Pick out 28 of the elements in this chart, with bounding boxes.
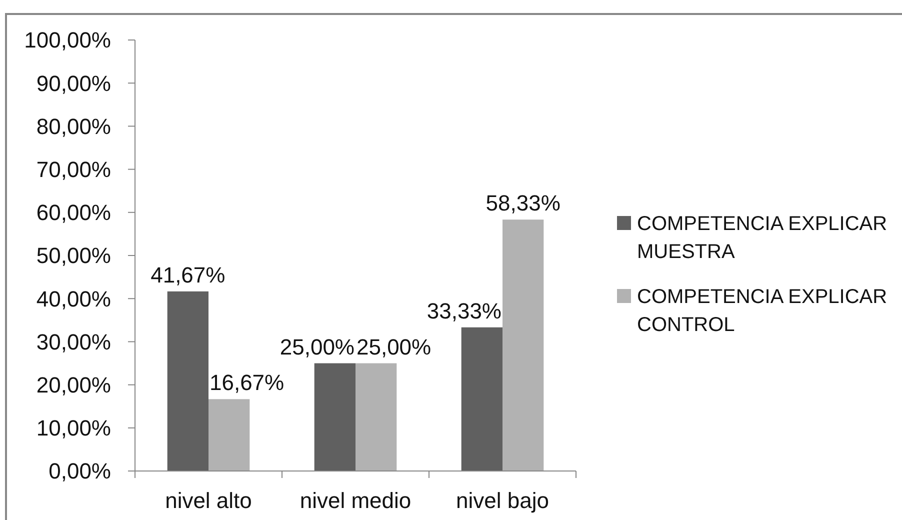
- legend-label: COMPETENCIA EXPLICAR CONTROL: [637, 286, 888, 336]
- y-tick-label: 70,00%: [36, 157, 111, 182]
- y-tick-label: 100,00%: [24, 28, 111, 53]
- y-tick-label: 30,00%: [36, 329, 111, 354]
- data-label: 16,67%: [209, 370, 284, 396]
- y-tick-label: 50,00%: [36, 243, 111, 268]
- data-label: 41,67%: [150, 262, 226, 288]
- x-tick-label: nivel medio: [300, 488, 412, 513]
- bar: [208, 399, 250, 471]
- y-tick-label: 40,00%: [36, 286, 111, 312]
- data-label: 25,00%: [356, 334, 432, 360]
- data-label: 33,33%: [426, 298, 502, 324]
- y-tick-label: 80,00%: [36, 114, 111, 139]
- y-tick-label: 60,00%: [36, 200, 111, 226]
- legend-label: COMPETENCIA EXPLICAR MUESTRA: [637, 213, 888, 263]
- bar: [356, 363, 397, 471]
- y-tick-label: 10,00%: [36, 416, 111, 441]
- bar: [461, 327, 502, 471]
- bar: [167, 291, 208, 471]
- data-label: 25,00%: [280, 334, 355, 360]
- x-tick-label: nivel bajo: [456, 488, 549, 513]
- bar: [314, 363, 356, 471]
- y-tick-label: 20,00%: [36, 372, 111, 398]
- x-tick-label: nivel alto: [165, 488, 252, 513]
- y-tick-label: 0,00%: [48, 458, 111, 484]
- data-label: 58,33%: [486, 190, 560, 216]
- y-tick-label: 90,00%: [36, 70, 111, 96]
- bar: [502, 220, 544, 471]
